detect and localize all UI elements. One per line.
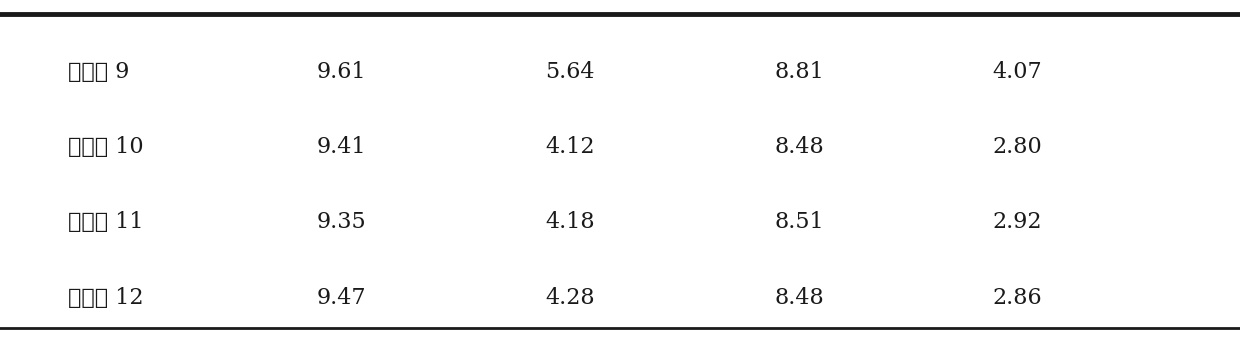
Text: 4.28: 4.28	[546, 287, 595, 308]
Text: 对比例 12: 对比例 12	[68, 287, 144, 308]
Text: 8.48: 8.48	[775, 136, 825, 158]
Text: 8.81: 8.81	[775, 61, 825, 83]
Text: 4.12: 4.12	[546, 136, 595, 158]
Text: 4.07: 4.07	[992, 61, 1042, 83]
Text: 2.86: 2.86	[992, 287, 1042, 308]
Text: 8.48: 8.48	[775, 287, 825, 308]
Text: 2.80: 2.80	[992, 136, 1042, 158]
Text: 对比例 11: 对比例 11	[68, 211, 144, 233]
Text: 5.64: 5.64	[546, 61, 595, 83]
Text: 9.35: 9.35	[316, 211, 366, 233]
Text: 4.18: 4.18	[546, 211, 595, 233]
Text: 8.51: 8.51	[775, 211, 825, 233]
Text: 对比例 9: 对比例 9	[68, 61, 129, 83]
Text: 对比例 10: 对比例 10	[68, 136, 144, 158]
Text: 9.41: 9.41	[316, 136, 366, 158]
Text: 9.61: 9.61	[316, 61, 366, 83]
Text: 9.47: 9.47	[316, 287, 366, 308]
Text: 2.92: 2.92	[992, 211, 1042, 233]
